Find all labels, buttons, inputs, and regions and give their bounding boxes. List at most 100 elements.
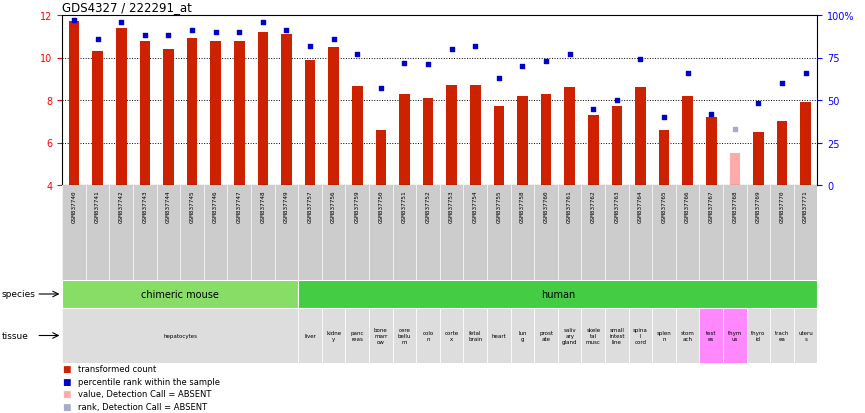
Text: GSM837744: GSM837744: [166, 190, 171, 223]
Text: GSM837756: GSM837756: [331, 190, 336, 223]
Text: GSM837753: GSM837753: [449, 190, 454, 223]
Point: [114, 19, 128, 26]
Text: thym
us: thym us: [727, 330, 742, 341]
Point: [728, 126, 742, 133]
Text: GSM837763: GSM837763: [614, 190, 619, 223]
Point: [775, 81, 789, 87]
Text: GSM837767: GSM837767: [708, 190, 714, 223]
Point: [208, 30, 222, 36]
Bar: [69, 22, 80, 185]
Bar: [304, 60, 316, 185]
Text: GSM837750: GSM837750: [378, 190, 383, 223]
Text: GSM837760: GSM837760: [543, 190, 548, 223]
Bar: [116, 28, 126, 185]
Bar: [210, 41, 221, 185]
Text: GSM837752: GSM837752: [426, 190, 431, 223]
Text: human: human: [541, 289, 575, 299]
Point: [610, 97, 624, 104]
Text: kidne
y: kidne y: [326, 330, 341, 341]
Text: corte
x: corte x: [445, 330, 458, 341]
Text: thyro
id: thyro id: [751, 330, 766, 341]
Text: species: species: [2, 290, 35, 299]
Text: GSM837746: GSM837746: [213, 190, 218, 223]
Point: [539, 59, 553, 65]
Bar: [753, 133, 764, 185]
Text: GSM837766: GSM837766: [685, 190, 690, 223]
Point: [681, 70, 695, 77]
Bar: [706, 118, 716, 185]
Text: GSM837755: GSM837755: [497, 190, 502, 223]
Bar: [510, 308, 535, 363]
Text: percentile rank within the sample: percentile rank within the sample: [78, 377, 220, 386]
Bar: [62, 280, 298, 308]
Bar: [281, 35, 292, 185]
Text: liver: liver: [304, 333, 316, 338]
Point: [492, 76, 506, 82]
Text: GSM837751: GSM837751: [402, 190, 407, 223]
Text: GSM837759: GSM837759: [355, 190, 360, 223]
Text: GSM837747: GSM837747: [237, 190, 241, 223]
Bar: [298, 280, 817, 308]
Bar: [729, 154, 740, 185]
Text: GDS4327 / 222291_at: GDS4327 / 222291_at: [62, 1, 192, 14]
Bar: [635, 88, 646, 185]
Text: GSM837761: GSM837761: [567, 190, 572, 223]
Text: GSM837762: GSM837762: [591, 190, 596, 223]
Point: [704, 111, 718, 118]
Bar: [369, 308, 393, 363]
Text: saliv
ary
gland: saliv ary gland: [562, 328, 578, 344]
Bar: [794, 308, 817, 363]
Bar: [659, 131, 670, 185]
Bar: [93, 52, 103, 185]
Point: [350, 52, 364, 58]
Bar: [187, 39, 197, 185]
Text: chimeric mouse: chimeric mouse: [141, 289, 219, 299]
Bar: [345, 308, 369, 363]
Text: ■: ■: [62, 402, 71, 411]
Text: fetal
brain: fetal brain: [468, 330, 483, 341]
Text: prost
ate: prost ate: [539, 330, 553, 341]
Text: GSM837749: GSM837749: [284, 190, 289, 223]
Bar: [541, 95, 551, 185]
Bar: [62, 308, 298, 363]
Bar: [723, 308, 746, 363]
Bar: [329, 48, 339, 185]
Bar: [139, 41, 151, 185]
Point: [303, 43, 317, 50]
Bar: [535, 308, 558, 363]
Bar: [629, 308, 652, 363]
Bar: [494, 107, 504, 185]
Bar: [800, 103, 811, 185]
Text: colo
n: colo n: [422, 330, 433, 341]
Bar: [612, 107, 622, 185]
Point: [327, 36, 341, 43]
Bar: [777, 122, 787, 185]
Text: transformed count: transformed count: [78, 365, 156, 374]
Point: [421, 62, 435, 69]
Point: [185, 28, 199, 35]
Text: ■: ■: [62, 365, 71, 374]
Text: GSM837764: GSM837764: [638, 190, 643, 223]
Point: [633, 57, 647, 63]
Text: GSM837743: GSM837743: [143, 190, 147, 223]
Text: GSM837771: GSM837771: [803, 190, 808, 223]
Bar: [416, 308, 439, 363]
Text: GSM837741: GSM837741: [95, 190, 100, 223]
Text: rank, Detection Call = ABSENT: rank, Detection Call = ABSENT: [78, 402, 207, 411]
Text: GSM837765: GSM837765: [662, 190, 667, 223]
Bar: [487, 308, 510, 363]
Bar: [322, 308, 345, 363]
Point: [516, 64, 529, 70]
Bar: [446, 86, 457, 185]
Bar: [399, 95, 410, 185]
Text: GSM837742: GSM837742: [119, 190, 124, 223]
Text: uteru
s: uteru s: [798, 330, 813, 341]
Bar: [439, 308, 464, 363]
Point: [398, 60, 412, 67]
Text: splen
n: splen n: [657, 330, 671, 341]
Text: ■: ■: [62, 389, 71, 399]
Point: [374, 85, 388, 92]
Text: GSM837740: GSM837740: [72, 190, 77, 223]
Text: tissue: tissue: [2, 331, 29, 340]
Text: GSM837748: GSM837748: [260, 190, 266, 223]
